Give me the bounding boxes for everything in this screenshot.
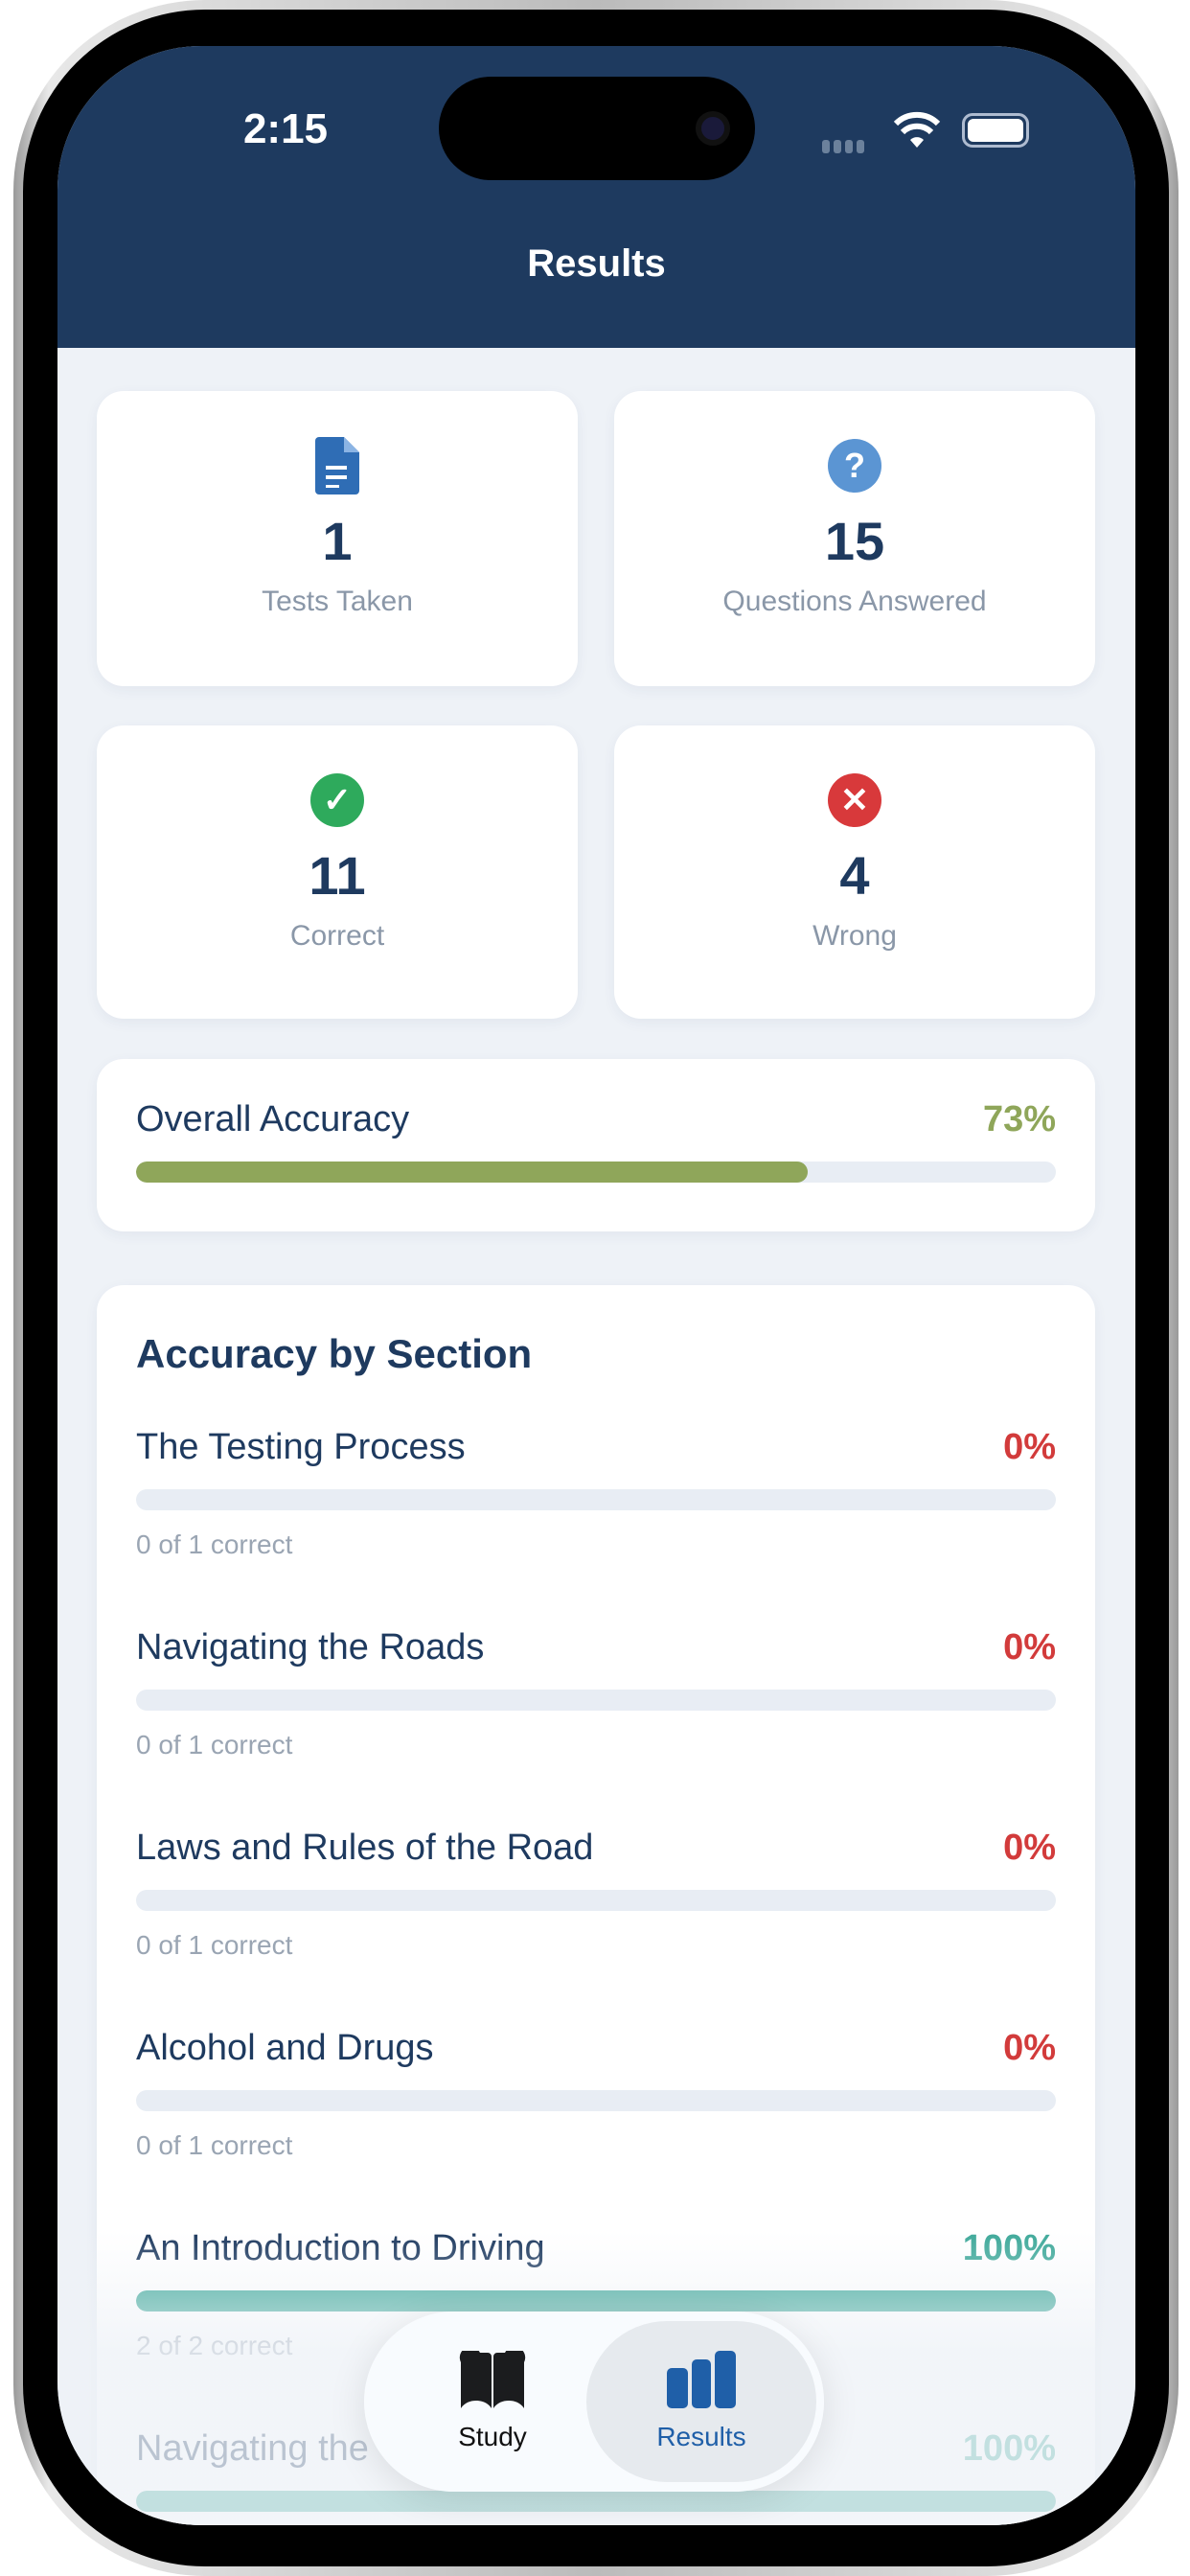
bar-chart-icon bbox=[667, 2351, 736, 2408]
page-title: Results bbox=[527, 242, 666, 285]
tab-study[interactable]: Study bbox=[378, 2321, 607, 2482]
question-icon: ? bbox=[828, 439, 881, 493]
section-name: The Testing Process bbox=[136, 1427, 466, 1467]
wifi-icon bbox=[893, 111, 941, 148]
section-name: Alcohol and Drugs bbox=[136, 2028, 434, 2068]
stat-card-tests-taken: 1 Tests Taken bbox=[97, 391, 578, 686]
section-title: Accuracy by Section bbox=[136, 1331, 533, 1376]
x-icon: ✕ bbox=[828, 773, 881, 827]
stat-label: Tests Taken bbox=[262, 586, 413, 617]
book-icon bbox=[459, 2351, 526, 2408]
section-row: Alcohol and Drugs 0% 0 of 1 correct bbox=[136, 2028, 1056, 2161]
section-row: Laws and Rules of the Road 0% 0 of 1 corre… bbox=[136, 1828, 1056, 1961]
overall-accuracy-card: Overall Accuracy 73% bbox=[97, 1059, 1095, 1231]
dynamic-island bbox=[439, 77, 755, 180]
stat-value: 15 bbox=[824, 511, 885, 571]
section-percent: 0% bbox=[1003, 1828, 1056, 1868]
stat-card-wrong: ✕ 4 Wrong bbox=[614, 725, 1095, 1019]
section-detail: 0 of 1 correct bbox=[136, 2130, 293, 2160]
section-row: Navigating the Roads 0% 0 of 1 correct bbox=[136, 1627, 1056, 1760]
overall-accuracy-label: Overall Accuracy bbox=[136, 1099, 410, 1139]
status-time: 2:15 bbox=[242, 105, 329, 152]
stat-card-questions-answered: ? 15 Questions Answered bbox=[614, 391, 1095, 686]
stat-label: Questions Answered bbox=[722, 586, 987, 617]
stat-value: 11 bbox=[309, 845, 366, 906]
nav-header: 2:15 Results bbox=[57, 46, 1135, 348]
tab-bar: Study Results bbox=[364, 2312, 824, 2492]
section-percent: 0% bbox=[1003, 2028, 1056, 2068]
stat-label: Wrong bbox=[812, 920, 897, 952]
section-detail: 0 of 1 correct bbox=[136, 1730, 293, 1760]
stat-value: 1 bbox=[322, 511, 353, 571]
stat-value: 4 bbox=[839, 845, 870, 906]
tab-label: Results bbox=[656, 2422, 746, 2451]
section-name: Navigating the Roads bbox=[136, 1627, 485, 1668]
battery-icon bbox=[962, 113, 1029, 148]
tab-results[interactable]: Results bbox=[586, 2321, 816, 2482]
tab-label: Study bbox=[458, 2422, 527, 2451]
stat-card-correct: ✓ 11 Correct bbox=[97, 725, 578, 1019]
section-percent: 0% bbox=[1003, 1627, 1056, 1668]
document-icon bbox=[315, 437, 359, 494]
overall-accuracy-bar bbox=[136, 1162, 808, 1183]
section-name: Laws and Rules of the Road bbox=[136, 1828, 594, 1868]
screen: 2:15 Results 1 Tests Taken ? 15 Question… bbox=[57, 46, 1135, 2525]
section-detail: 0 of 1 correct bbox=[136, 1930, 293, 1960]
section-row: The Testing Process 0% 0 of 1 correct bbox=[136, 1427, 1056, 1560]
overall-accuracy-percent: 73% bbox=[982, 1099, 1056, 1139]
section-percent: 0% bbox=[1003, 1427, 1056, 1467]
checkmark-icon: ✓ bbox=[310, 773, 364, 827]
signal-icon bbox=[822, 140, 864, 153]
camera-icon bbox=[696, 111, 730, 146]
stat-label: Correct bbox=[289, 920, 385, 952]
section-detail: 0 of 1 correct bbox=[136, 1530, 293, 1559]
